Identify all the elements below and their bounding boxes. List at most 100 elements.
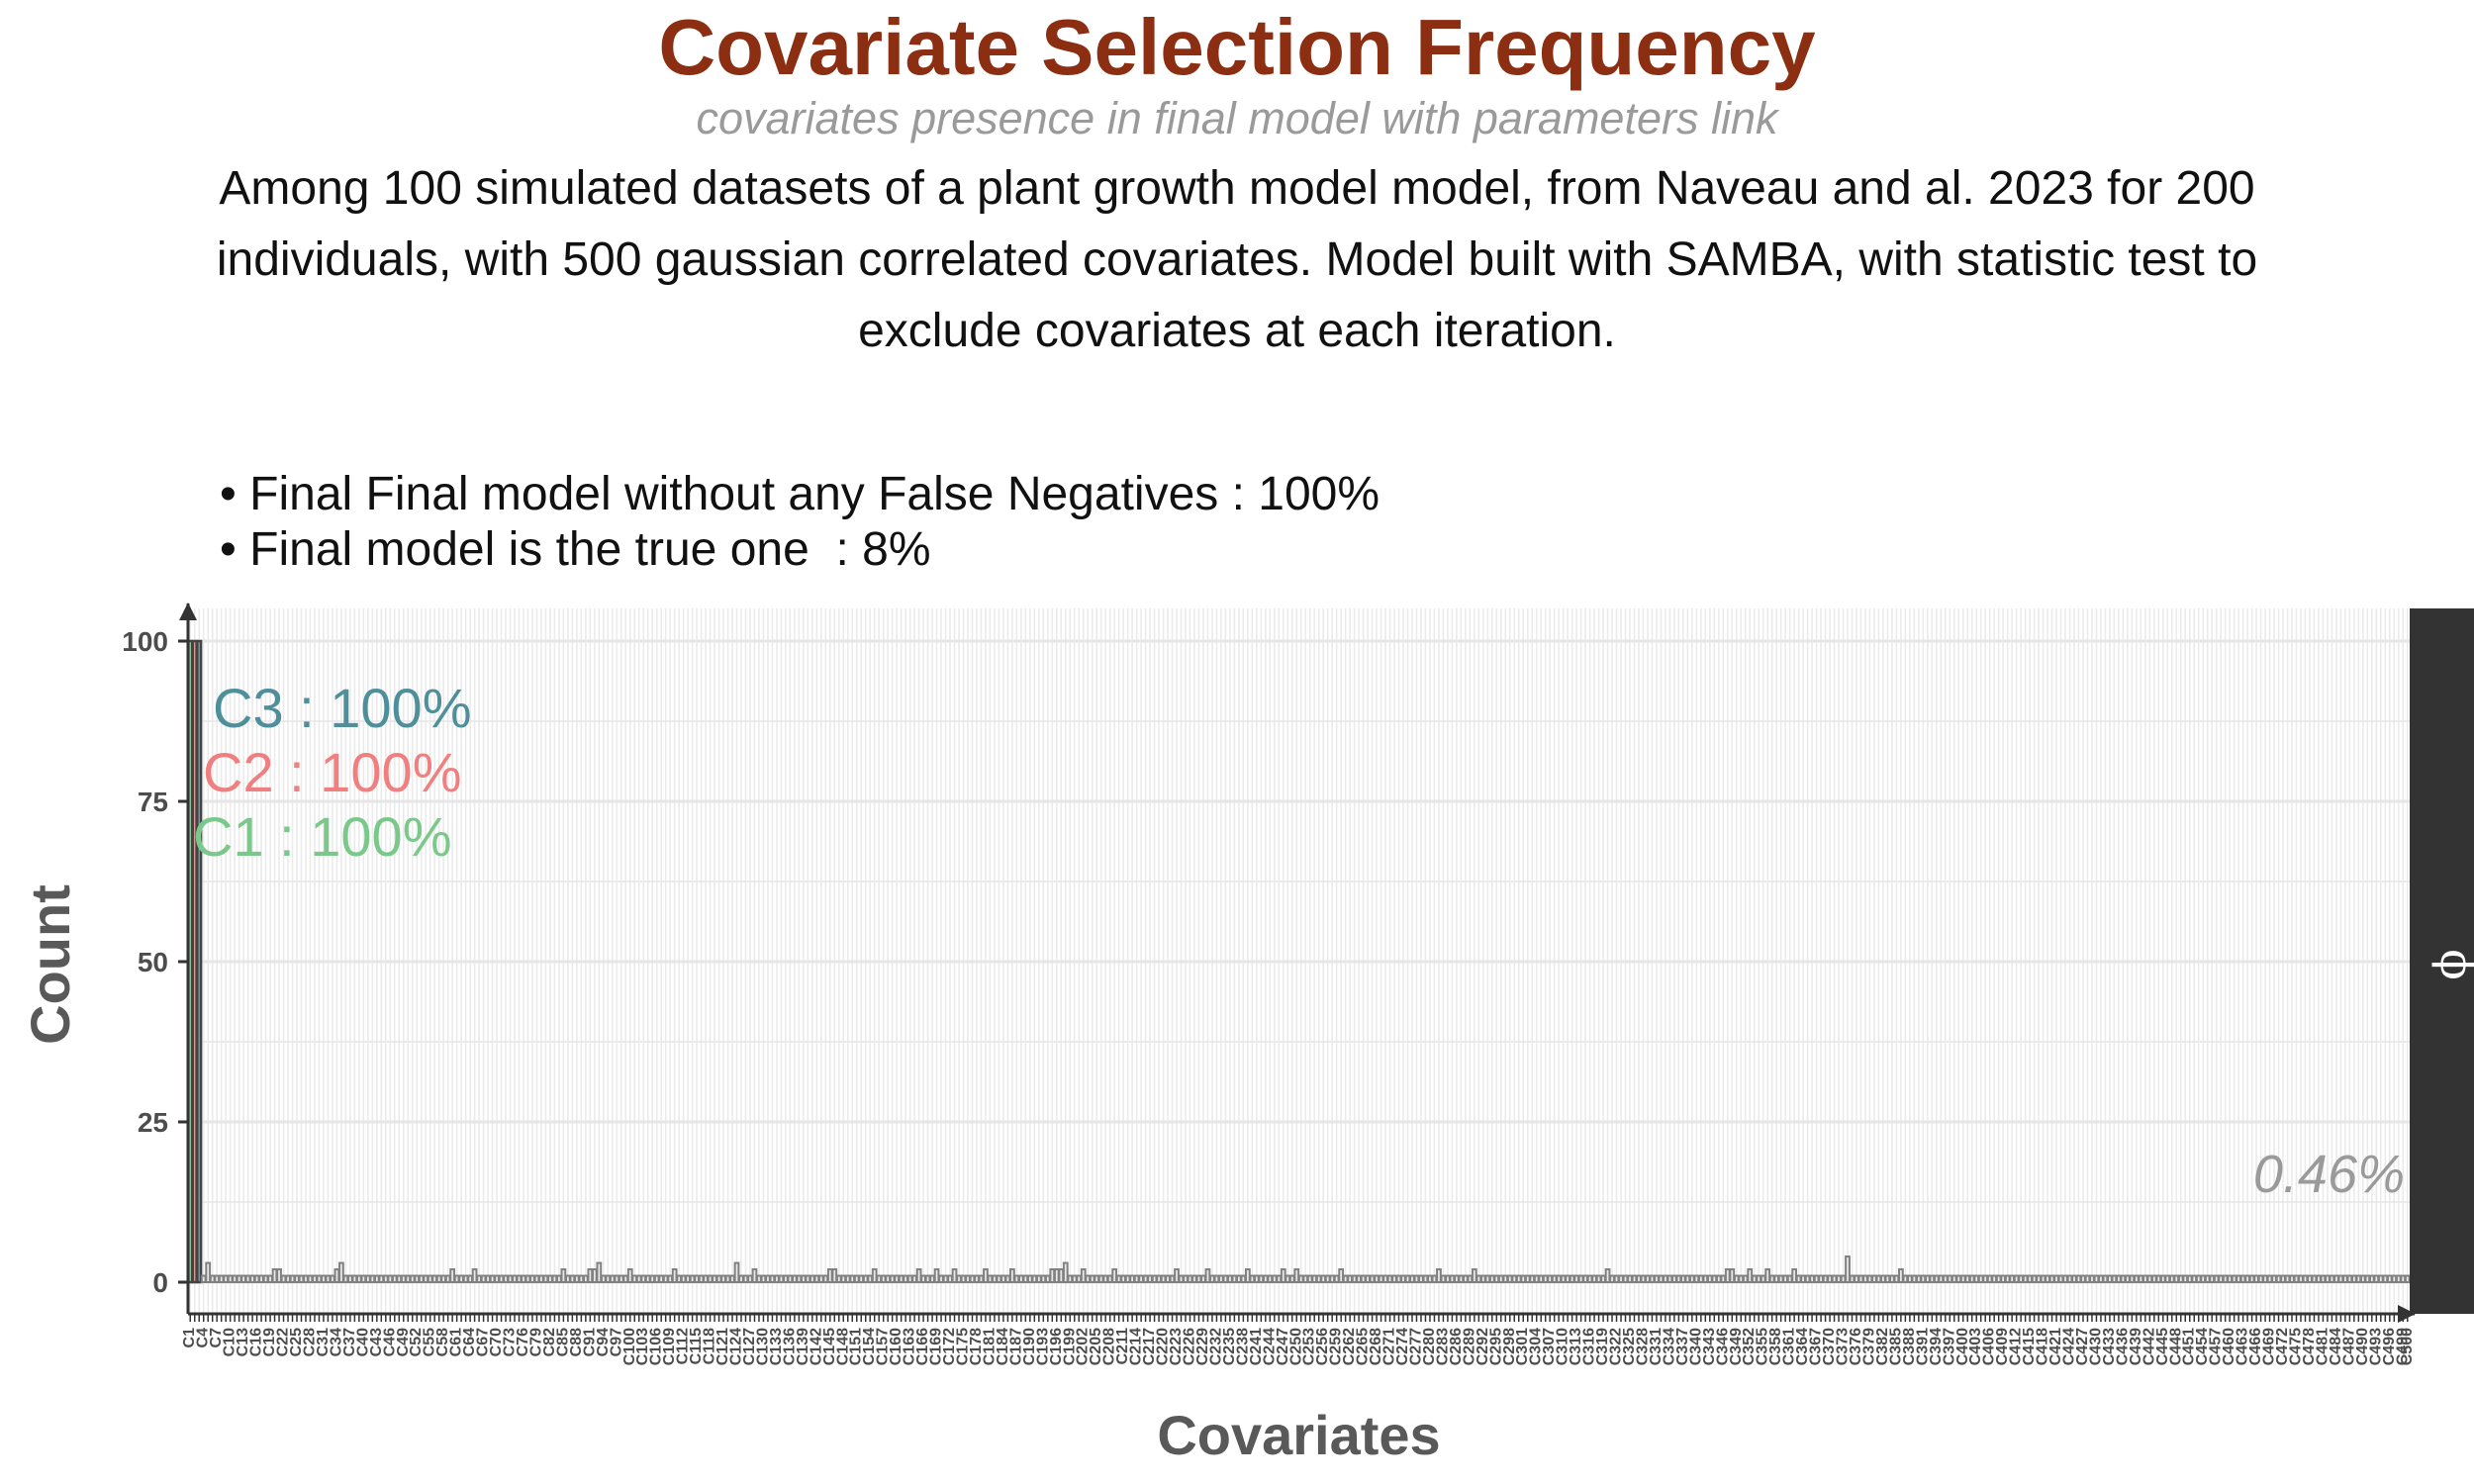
y-tick-label: 100 bbox=[122, 626, 168, 657]
x-tick-label: C373 bbox=[1835, 1328, 1852, 1365]
bar-C323 bbox=[1618, 1274, 1624, 1284]
bar-C347 bbox=[1724, 1268, 1731, 1284]
x-tick-label: C154 bbox=[861, 1328, 878, 1365]
bar-C247 bbox=[1280, 1268, 1286, 1284]
x-tick-label: C151 bbox=[848, 1328, 865, 1365]
bar-C418 bbox=[2040, 1274, 2046, 1284]
bar-C354 bbox=[1756, 1274, 1762, 1284]
x-tick-label: C286 bbox=[1448, 1328, 1465, 1365]
bar-C60 bbox=[449, 1268, 456, 1284]
bar-C252 bbox=[1302, 1274, 1309, 1284]
bar-C15 bbox=[249, 1274, 255, 1284]
bar-C236 bbox=[1231, 1274, 1238, 1284]
bar-C76 bbox=[521, 1274, 526, 1284]
bar-C71 bbox=[498, 1274, 505, 1284]
bar-C275 bbox=[1404, 1274, 1411, 1284]
bar-C58 bbox=[440, 1274, 447, 1284]
bar-C317 bbox=[1591, 1274, 1597, 1284]
x-tick-label: C304 bbox=[1528, 1328, 1545, 1365]
bar-C62 bbox=[458, 1274, 465, 1284]
bar-C166 bbox=[920, 1274, 926, 1284]
bar-C273 bbox=[1395, 1274, 1402, 1284]
bar-C133 bbox=[774, 1274, 780, 1284]
x-tick-label: C10 bbox=[222, 1328, 238, 1356]
bar-C433 bbox=[2107, 1274, 2113, 1284]
x-tick-label: C271 bbox=[1381, 1328, 1398, 1365]
x-tick-label: C100 bbox=[621, 1328, 638, 1365]
bar-C401 bbox=[1964, 1274, 1971, 1284]
bar-C21 bbox=[276, 1268, 282, 1284]
bar-C249 bbox=[1288, 1274, 1295, 1284]
bar-C371 bbox=[1831, 1274, 1838, 1284]
bar-C136 bbox=[787, 1274, 794, 1284]
bar-C292 bbox=[1479, 1274, 1486, 1284]
x-tick-label: C133 bbox=[768, 1328, 785, 1365]
x-tick-label: C346 bbox=[1714, 1328, 1731, 1365]
bar-C190 bbox=[1026, 1274, 1033, 1284]
bar-C461 bbox=[2231, 1274, 2237, 1284]
x-tick-label: C313 bbox=[1568, 1328, 1584, 1365]
bar-C230 bbox=[1204, 1268, 1211, 1284]
bar-C426 bbox=[2075, 1274, 2082, 1284]
bar-C451 bbox=[2186, 1274, 2193, 1284]
bar-C293 bbox=[1484, 1274, 1491, 1284]
bar-C476 bbox=[2298, 1274, 2304, 1284]
bar-C495 bbox=[2382, 1274, 2389, 1284]
x-tick-label: C352 bbox=[1741, 1328, 1758, 1365]
bar-C169 bbox=[933, 1268, 940, 1284]
bar-C268 bbox=[1374, 1274, 1380, 1284]
x-tick-label: C31 bbox=[315, 1328, 332, 1356]
x-tick-label: C394 bbox=[1928, 1328, 1945, 1365]
bar-C460 bbox=[2227, 1274, 2234, 1284]
x-tick-label: C358 bbox=[1767, 1328, 1784, 1365]
bar-C55 bbox=[427, 1274, 433, 1284]
bar-C254 bbox=[1311, 1274, 1318, 1284]
x-tick-label: C370 bbox=[1821, 1328, 1838, 1365]
bar-C176 bbox=[965, 1274, 971, 1284]
bar-C90 bbox=[582, 1274, 589, 1284]
bar-C217 bbox=[1147, 1274, 1153, 1284]
bar-C23 bbox=[285, 1274, 291, 1284]
bar-C56 bbox=[431, 1274, 438, 1284]
bar-C253 bbox=[1306, 1274, 1313, 1284]
bar-C344 bbox=[1711, 1274, 1718, 1284]
x-tick-label: C292 bbox=[1475, 1328, 1491, 1365]
x-tick-label: C379 bbox=[1860, 1328, 1877, 1365]
x-tick-label: C250 bbox=[1287, 1328, 1304, 1365]
bar-C185 bbox=[1004, 1274, 1011, 1284]
x-tick-label: C196 bbox=[1048, 1328, 1065, 1365]
bar-C296 bbox=[1497, 1274, 1504, 1284]
bar-C173 bbox=[951, 1268, 958, 1284]
bar-C279 bbox=[1422, 1274, 1429, 1284]
bar-C162 bbox=[903, 1274, 909, 1284]
bar-C245 bbox=[1271, 1274, 1278, 1284]
bar-C318 bbox=[1595, 1274, 1602, 1284]
bar-C50 bbox=[405, 1274, 412, 1284]
bar-C102 bbox=[635, 1274, 642, 1284]
bar-C348 bbox=[1729, 1268, 1736, 1284]
bar-C280 bbox=[1427, 1274, 1433, 1284]
bar-C93 bbox=[596, 1261, 603, 1284]
bar-C397 bbox=[1947, 1274, 1953, 1284]
chart-caption: Among 100 simulated datasets of a plant … bbox=[216, 162, 2258, 357]
bar-C10 bbox=[227, 1274, 234, 1284]
bar-C345 bbox=[1715, 1274, 1722, 1284]
bar-C445 bbox=[2159, 1274, 2166, 1284]
bar-C7 bbox=[214, 1274, 221, 1284]
bar-C406 bbox=[1986, 1274, 1993, 1284]
x-tick-label: C202 bbox=[1075, 1328, 1092, 1365]
bar-C282 bbox=[1436, 1268, 1442, 1284]
bar-C99 bbox=[622, 1274, 629, 1284]
x-tick-label: C409 bbox=[1994, 1328, 2011, 1365]
chart-subtitle: covariates presence in final model with … bbox=[696, 93, 1778, 143]
bar-C399 bbox=[1955, 1274, 1962, 1284]
bar-C211 bbox=[1120, 1274, 1127, 1284]
bar-C263 bbox=[1351, 1274, 1358, 1284]
bar-C497 bbox=[2391, 1274, 2398, 1284]
x-tick-label: C157 bbox=[875, 1328, 892, 1365]
x-tick-label: C130 bbox=[754, 1328, 771, 1365]
bar-C153 bbox=[862, 1274, 869, 1284]
bar-C13 bbox=[240, 1274, 247, 1284]
x-tick-label: C340 bbox=[1687, 1328, 1704, 1365]
bar-C59 bbox=[444, 1274, 451, 1284]
